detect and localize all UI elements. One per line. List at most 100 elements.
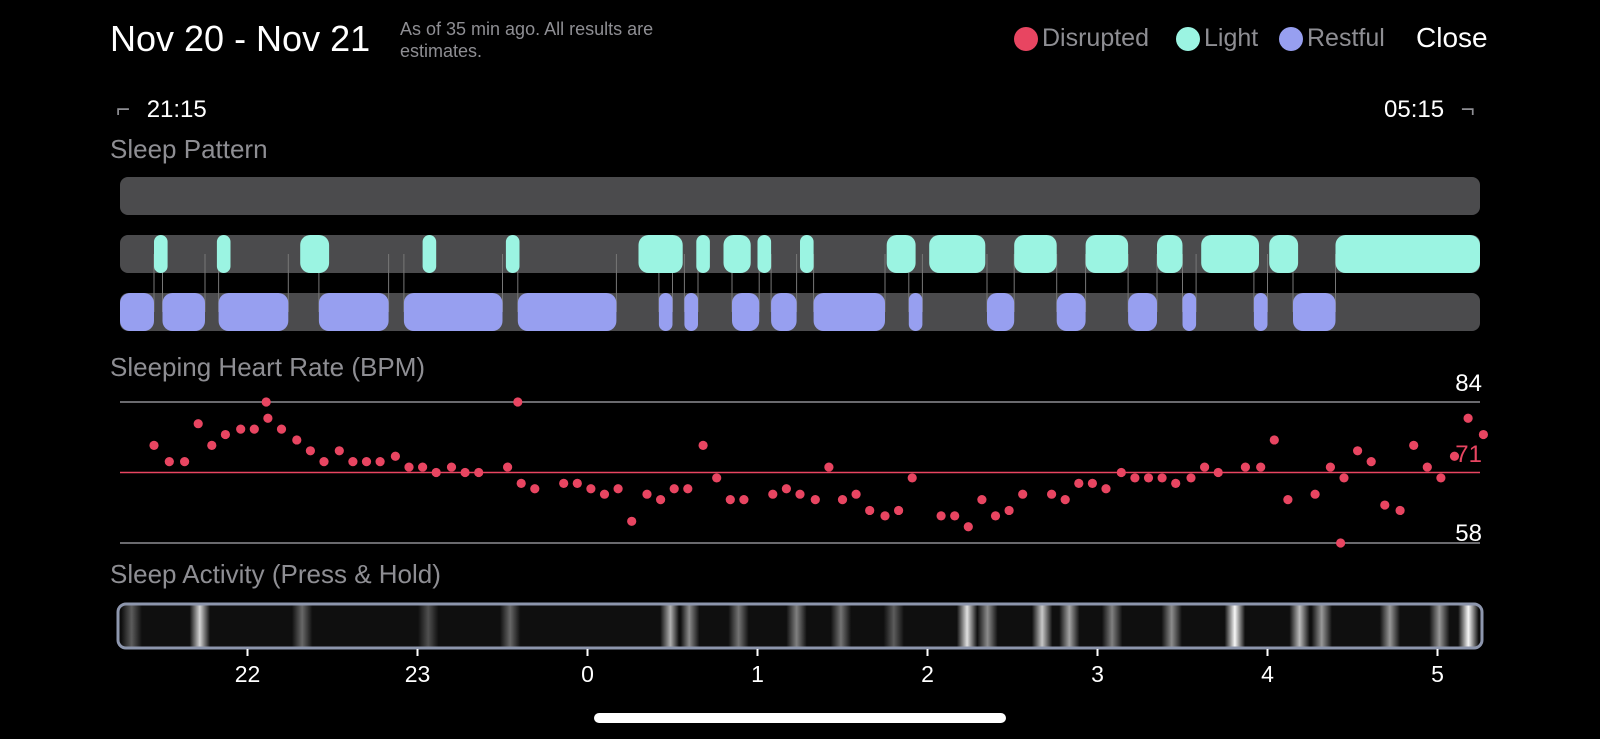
- hr-point: [418, 462, 428, 472]
- hr-point: [1478, 429, 1488, 440]
- pattern-segment-light: [929, 235, 986, 273]
- hr-point: [1240, 462, 1250, 472]
- hr-point: [572, 478, 582, 488]
- hr-point: [348, 457, 358, 467]
- pattern-segment-restful: [120, 293, 154, 331]
- pattern-segment-restful: [1056, 293, 1086, 331]
- hr-point: [1171, 478, 1181, 488]
- legend-restful: Restful: [1279, 24, 1385, 53]
- hr-point: [446, 462, 457, 472]
- pattern-segment-restful: [162, 293, 205, 331]
- activity-tick-label: 3: [1091, 661, 1104, 687]
- pattern-segment-restful: [1128, 293, 1157, 331]
- hr-point: [193, 419, 203, 429]
- hr-point: [559, 478, 569, 488]
- pattern-segment-light: [886, 235, 916, 273]
- pattern-segment-light: [300, 235, 330, 273]
- hr-max-point: [513, 397, 523, 407]
- hr-point: [292, 435, 302, 445]
- hr-point: [1449, 451, 1460, 461]
- activity-tick-label: 0: [581, 661, 594, 687]
- hr-point: [1157, 473, 1167, 483]
- legend-light: Light: [1176, 24, 1258, 53]
- home-indicator[interactable]: [594, 713, 1006, 723]
- pattern-segment-restful: [1293, 293, 1336, 331]
- hr-point: [236, 424, 246, 434]
- hr-point: [739, 495, 749, 505]
- activity-tick-label: 5: [1431, 661, 1444, 687]
- pattern-segment-light: [800, 235, 814, 273]
- pattern-segment-light: [1085, 235, 1129, 273]
- activity-x-axis: 22 23 0 1 2 3 4 5: [235, 649, 1444, 687]
- hr-point: [180, 457, 190, 467]
- as-of-note: As of 35 min ago. All results are estima…: [400, 19, 654, 61]
- pattern-segment-restful: [732, 293, 760, 331]
- activity-bar[interactable]: [116, 602, 1484, 650]
- hr-point: [361, 457, 372, 467]
- pattern-segment-restful: [658, 293, 673, 331]
- hr-point: [1422, 462, 1432, 472]
- hr-point: [1269, 435, 1279, 445]
- pattern-segment-light: [696, 235, 710, 273]
- pattern-segment-light: [216, 235, 231, 273]
- pattern-segment-light: [1269, 235, 1299, 273]
- start-bracket-icon: ⌐: [116, 96, 131, 123]
- hr-point: [1047, 489, 1057, 499]
- pattern-segment-light: [422, 235, 437, 273]
- hr-point: [263, 413, 273, 423]
- hr-point: [164, 457, 174, 467]
- hr-point: [1409, 440, 1419, 450]
- hr-point: [627, 516, 637, 526]
- hr-point: [1353, 446, 1363, 456]
- hr-point: [516, 478, 526, 488]
- hr-point: [683, 484, 693, 494]
- hr-point: [149, 440, 159, 450]
- page-title: Nov 20 - Nov 21: [110, 18, 371, 59]
- end-bracket-icon: ¬: [1460, 96, 1475, 123]
- hr-point: [768, 489, 778, 499]
- hr-point: [334, 446, 344, 456]
- hr-point: [1339, 473, 1349, 483]
- hr-point: [1200, 462, 1210, 472]
- pattern-segment-light: [1014, 235, 1057, 273]
- legend-disrupted-label: Disrupted: [1042, 24, 1149, 52]
- hr-point: [613, 484, 623, 494]
- hr-point: [880, 511, 890, 521]
- hr-point: [1366, 457, 1376, 467]
- hr-point: [865, 505, 875, 516]
- hr-point: [810, 495, 820, 505]
- sleep-activity-title: Sleep Activity (Press & Hold): [110, 559, 441, 589]
- pattern-segment-restful: [318, 293, 389, 331]
- hr-point: [1395, 505, 1405, 516]
- hr-point: [990, 511, 1001, 521]
- hr-point: [249, 424, 259, 434]
- legend-restful-label: Restful: [1307, 24, 1385, 52]
- close-button[interactable]: Close: [1416, 22, 1488, 53]
- sleep-activity-chart[interactable]: [116, 602, 1484, 650]
- hr-point: [1060, 495, 1070, 505]
- hr-point: [1004, 505, 1014, 516]
- pattern-segment-light: [1201, 235, 1259, 273]
- hr-point: [1325, 462, 1335, 472]
- hr-point: [599, 489, 610, 499]
- hr-point: [431, 467, 441, 478]
- light-dot-icon: [1176, 26, 1200, 51]
- hr-point: [851, 489, 861, 499]
- hr-point: [977, 495, 987, 505]
- pattern-segment-restful: [1253, 293, 1268, 331]
- hr-point: [404, 462, 414, 472]
- legend-disrupted: Disrupted: [1014, 24, 1149, 53]
- hr-avg-label: 71: [1455, 441, 1482, 468]
- hr-point: [474, 467, 484, 478]
- hr-point: [669, 484, 679, 494]
- hr-point: [220, 429, 230, 440]
- hr-min-point: [1336, 538, 1346, 548]
- activity-tick-label: 23: [405, 661, 431, 687]
- hr-point: [390, 451, 400, 461]
- pattern-segment-light: [757, 235, 772, 273]
- hr-point: [963, 522, 973, 532]
- hr-point: [530, 484, 540, 494]
- pattern-segment-restful: [517, 293, 617, 331]
- pattern-segment-restful: [684, 293, 698, 331]
- activity-tick-label: 4: [1261, 661, 1274, 687]
